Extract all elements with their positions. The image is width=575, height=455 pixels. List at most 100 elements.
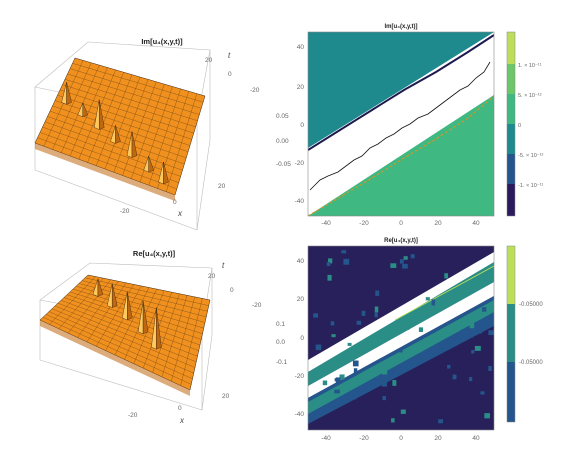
x-tick: 20 xyxy=(434,220,442,227)
speckle xyxy=(313,313,319,318)
z-tick: 0.05 xyxy=(276,113,289,120)
region-band xyxy=(308,32,494,216)
speckle xyxy=(382,370,388,375)
surface-im-peaks xyxy=(61,82,169,185)
surface-re-peaks xyxy=(92,278,162,350)
surface-peak xyxy=(148,156,154,173)
speckle xyxy=(353,368,358,373)
speckle xyxy=(488,365,492,371)
zero-contour xyxy=(309,61,491,191)
speckle xyxy=(381,382,388,387)
speckle xyxy=(330,321,335,326)
speckle xyxy=(452,374,457,380)
y-tick: 20 xyxy=(297,84,305,91)
speckle xyxy=(410,254,415,259)
speckle xyxy=(326,262,331,266)
speckle xyxy=(400,409,406,414)
colorbar-tick: -1. × 10⁻¹¹ xyxy=(518,183,544,189)
y-tick: 0 xyxy=(300,335,304,342)
speckle xyxy=(399,259,404,264)
mesh-line xyxy=(171,296,195,382)
band-edge-lime xyxy=(394,265,494,321)
mesh-line xyxy=(131,84,165,179)
speckle xyxy=(353,380,358,386)
mesh-line xyxy=(51,308,196,368)
y-tick: 40 xyxy=(297,44,305,51)
speckle xyxy=(391,418,395,423)
colorbar-segment xyxy=(507,362,515,422)
speckle xyxy=(328,258,333,264)
mesh-line xyxy=(57,302,198,357)
mesh-line xyxy=(44,121,183,171)
speckle xyxy=(390,263,397,268)
boundary-lower xyxy=(308,95,494,216)
x-tick: 20 xyxy=(218,183,226,190)
noise-speckles xyxy=(313,250,494,424)
speckle xyxy=(461,329,466,334)
surface-peak xyxy=(112,283,118,308)
surface-edge xyxy=(40,320,190,396)
t-axis-label: t xyxy=(228,51,231,60)
speckle xyxy=(469,377,473,382)
x-axis-label: x xyxy=(179,416,185,425)
mesh-line xyxy=(180,298,203,386)
surface-plane xyxy=(34,57,206,196)
speckle xyxy=(469,323,475,329)
surface-im-title: Im[u₄(x,y,t)] xyxy=(141,37,183,46)
speckle xyxy=(471,350,475,354)
speckle xyxy=(315,344,322,351)
surface-peak xyxy=(66,82,72,105)
surface-peak xyxy=(163,161,169,185)
speckle xyxy=(375,290,380,296)
speckle xyxy=(431,299,436,306)
t-axis-label: t xyxy=(222,261,225,270)
surface-re-title: Re[u₄(x,y,t)] xyxy=(133,249,176,258)
y-tick: 0 xyxy=(300,122,304,129)
t-tick: -20 xyxy=(250,87,260,94)
heatmap-im-title: Im[u₄(x,y,t)] xyxy=(384,24,417,30)
speckle xyxy=(343,258,350,265)
x-tick: -20 xyxy=(359,435,369,442)
x-tick: -40 xyxy=(321,220,331,227)
colorbar-segment xyxy=(507,94,515,124)
speckle xyxy=(418,327,424,332)
boundary-upper xyxy=(308,34,494,151)
speckle xyxy=(352,360,359,367)
x-tick: 40 xyxy=(472,435,480,442)
x-tick: 0 xyxy=(399,220,403,227)
x-tick: 40 xyxy=(472,220,480,227)
speckle xyxy=(474,345,481,351)
speckle xyxy=(347,342,352,346)
z-tick: -0.1 xyxy=(276,359,288,366)
colorbar-segment xyxy=(507,64,515,94)
x-tick: -20 xyxy=(359,220,369,227)
colorbar-re: -0.05000 -0.05000 xyxy=(506,245,543,423)
y-tick: 20 xyxy=(297,296,305,303)
speckle xyxy=(447,364,451,369)
surface-peak xyxy=(99,99,105,130)
speckle xyxy=(339,374,345,380)
box-bottom xyxy=(34,139,211,231)
colorbar-segment xyxy=(507,124,515,154)
speckle xyxy=(382,396,386,401)
band-gap-upper xyxy=(308,252,494,372)
box-bottom xyxy=(39,334,213,411)
heatmap-im: Im[u₄(x,y,t)] 40 20 0 -20 -40 -40 -20 0 … xyxy=(295,24,544,227)
surface-re-mesh xyxy=(39,274,211,396)
mesh-line xyxy=(39,132,179,183)
surface-peak xyxy=(156,307,162,350)
heatmap-im-frame xyxy=(307,31,495,217)
mesh-line xyxy=(42,317,192,385)
heatmap-re: Re[u₄(x,y,t)] 40 20 0 -20 -40 -40 -20 0 … xyxy=(295,238,544,442)
colorbar-segment xyxy=(507,32,515,64)
colorbar-tick: 1. × 10⁻¹¹ xyxy=(518,63,542,69)
y-tick: 40 xyxy=(297,258,305,265)
surface-peak xyxy=(131,131,138,158)
y-tick: -20 xyxy=(295,373,305,380)
surface-peak xyxy=(127,291,133,321)
mesh-line xyxy=(122,81,157,176)
colorbar-im: 1. × 10⁻¹¹ 5. × 10⁻¹² 0 -5. × 10⁻¹² -1. … xyxy=(506,31,544,217)
speckle xyxy=(484,413,490,419)
z-tick: -0.05 xyxy=(276,161,291,168)
